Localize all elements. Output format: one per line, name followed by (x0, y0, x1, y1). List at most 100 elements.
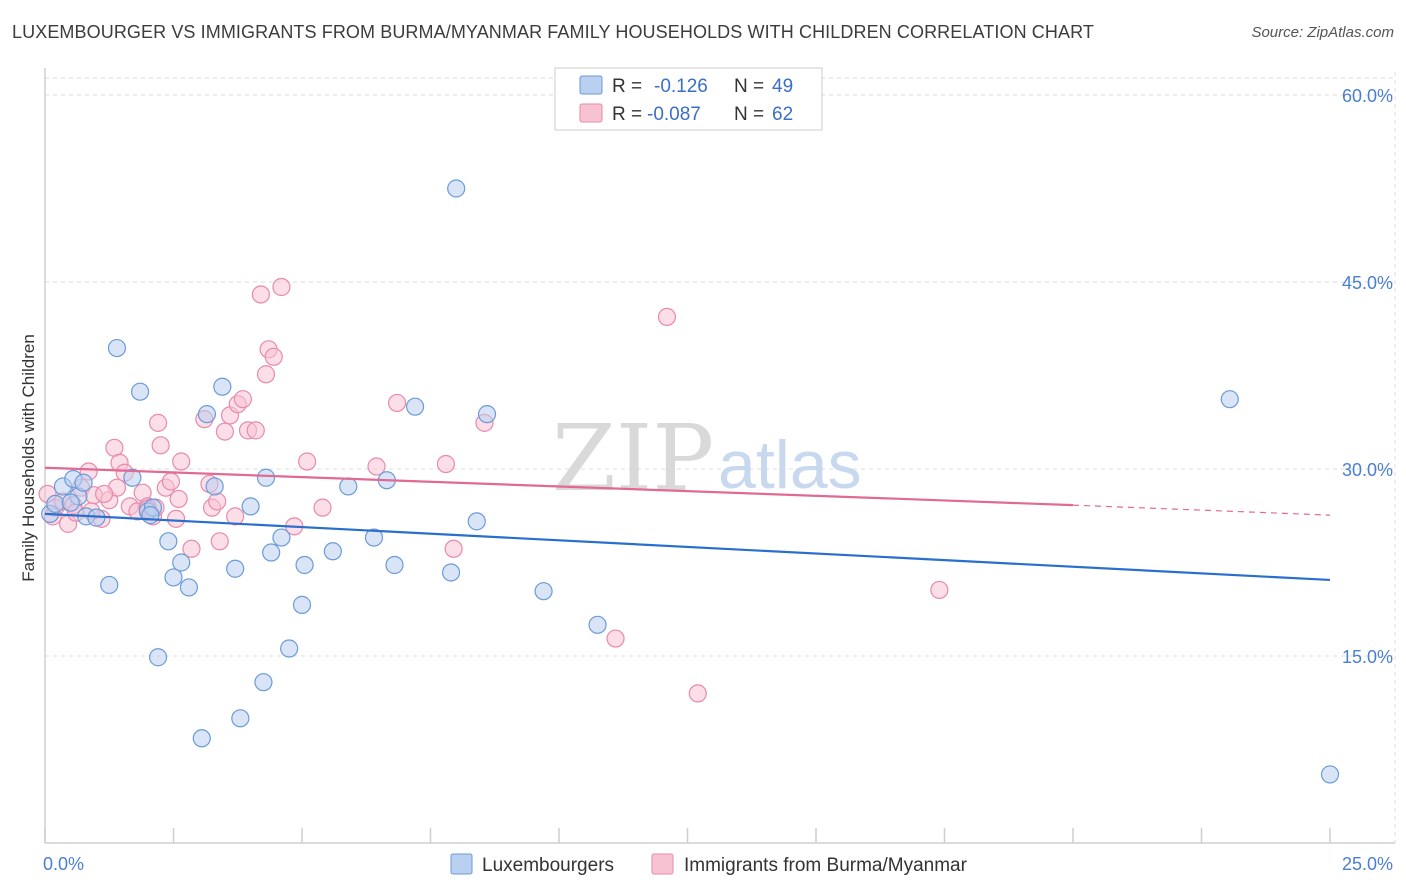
luxembourgers-point-19 (192, 729, 211, 748)
luxembourgers-point-24 (231, 709, 250, 728)
luxembourgers-point-32 (295, 555, 314, 575)
luxembourgers-point-34 (339, 477, 358, 496)
y-tick-label-3: 60.0% (1342, 86, 1393, 106)
luxembourgers-point-42 (467, 512, 486, 531)
legend-n-value-1: 49 (772, 76, 793, 97)
chart-title: LUXEMBOURGER VS IMMIGRANTS FROM BURMA/MY… (12, 22, 1094, 42)
luxembourgers-point-27 (256, 468, 276, 487)
series-luxembourgers (41, 179, 1340, 784)
source-label: Source: ZipAtlas.com (1251, 24, 1394, 41)
luxembourgers-point-29 (272, 528, 291, 547)
immigrants-point-47 (298, 452, 317, 471)
luxembourgers-point-43 (534, 582, 553, 601)
legend-swatch-blue (579, 75, 603, 95)
trend-lines (44, 466, 1331, 582)
immigrants-point-40 (246, 421, 265, 440)
immigrants-point-41 (251, 285, 270, 304)
legend-r-label-1: R = (612, 76, 642, 97)
bottom-legend-swatch-pink (651, 853, 674, 875)
immigrants-point-34 (215, 422, 234, 441)
legend-n-value-2: 62 (772, 104, 793, 125)
immigrants-point-36 (226, 507, 245, 526)
luxembourgers-point-26 (254, 673, 273, 692)
luxembourgers-point-23 (226, 559, 245, 578)
immigrants-point-51 (436, 454, 456, 474)
x-tick-labels: 0.0% 25.0% (43, 854, 1393, 874)
luxembourgers-point-14 (148, 648, 168, 667)
immigrants-point-27 (172, 452, 191, 471)
y-tick-label-1: 30.0% (1342, 460, 1393, 480)
y-tick-label-0: 15.0% (1342, 647, 1393, 667)
y-tick-labels: 15.0% 30.0% 45.0% 60.0% (1342, 86, 1393, 667)
legend-r-value-1: -0.126 (654, 76, 708, 97)
watermark-zip: ZIP (552, 405, 714, 512)
watermark-atlas: atlas (718, 427, 862, 503)
luxembourgers-point-31 (292, 595, 312, 614)
luxembourgers-point-39 (441, 563, 461, 582)
luxembourgers-point-17 (172, 553, 191, 572)
luxembourgers-point-15 (159, 532, 178, 551)
legend-r-value-2: -0.087 (647, 104, 701, 125)
immigrants-point-50 (387, 393, 407, 413)
immigrants-point-22 (151, 436, 170, 455)
legend-n-label-1: N = (734, 76, 764, 97)
immigrants-point-55 (657, 307, 677, 327)
luxembourgers-point-30 (280, 639, 299, 658)
y-axis-title: Family Households with Children (19, 334, 38, 582)
watermark: ZIP atlas (552, 405, 862, 512)
luxembourgers-point-37 (385, 555, 404, 575)
immigrants-point-57 (930, 580, 949, 600)
immigrants-point-33 (210, 532, 229, 551)
immigrants-point-38 (233, 390, 252, 409)
trend-line-immigrants (44, 466, 1074, 507)
immigrants-point-52 (444, 539, 463, 558)
luxembourgers-point-18 (179, 578, 199, 597)
luxembourgers-point-16 (164, 568, 183, 587)
luxembourgers-point-8 (100, 575, 119, 595)
x-tick-label-0: 0.0% (43, 854, 84, 874)
immigrants-point-24 (161, 472, 181, 491)
y-tick-label-2: 45.0% (1342, 273, 1393, 293)
immigrants-point-54 (606, 629, 625, 648)
trend-line-immigrants-extension (1072, 504, 1331, 516)
luxembourgers-point-38 (405, 397, 425, 416)
luxembourgers-point-28 (262, 543, 281, 562)
immigrants-point-44 (264, 347, 283, 366)
immigrants-point-25 (166, 509, 186, 528)
bottom-legend-luxembourgers: Luxembourgers (482, 855, 614, 876)
immigrants-point-59 (95, 484, 114, 504)
luxembourgers-point-11 (130, 382, 150, 401)
luxembourgers-point-41 (477, 405, 497, 424)
luxembourgers-point-20 (197, 405, 217, 424)
immigrants-point-48 (313, 498, 332, 517)
immigrants-point-49 (367, 457, 386, 476)
luxembourgers-point-47 (61, 493, 80, 512)
bottom-legend-swatch-blue (450, 853, 473, 875)
immigrants-point-42 (256, 365, 276, 384)
legend-n-label-2: N = (734, 104, 764, 125)
luxembourgers-point-35 (364, 528, 384, 547)
luxembourgers-point-22 (213, 377, 232, 396)
luxembourgers-point-25 (241, 497, 260, 516)
luxembourgers-point-21 (205, 477, 224, 496)
trend-line-luxembourgers (44, 512, 1331, 582)
luxembourgers-point-9 (107, 338, 127, 358)
luxembourgers-point-5 (74, 473, 93, 492)
luxembourgers-point-48 (141, 506, 160, 525)
luxembourgers-point-44 (588, 615, 607, 634)
luxembourgers-point-10 (123, 468, 142, 487)
immigrants-point-28 (182, 539, 201, 558)
legend-r-label-2: R = (612, 104, 642, 125)
legend-swatch-pink (579, 103, 603, 123)
axes (44, 68, 1395, 844)
luxembourgers-point-40 (447, 179, 466, 198)
immigrants-point-56 (688, 684, 707, 703)
correlation-legend: R = -0.126 N = 49 R = -0.087 N = 62 (554, 67, 823, 131)
luxembourgers-point-45 (1220, 390, 1239, 409)
immigrants-point-26 (169, 489, 188, 509)
bottom-legend-immigrants: Immigrants from Burma/Myanmar (684, 855, 968, 876)
luxembourgers-point-1 (46, 494, 65, 514)
immigrants-point-45 (272, 277, 291, 297)
series-legend: Luxembourgers Immigrants from Burma/Myan… (450, 853, 968, 876)
